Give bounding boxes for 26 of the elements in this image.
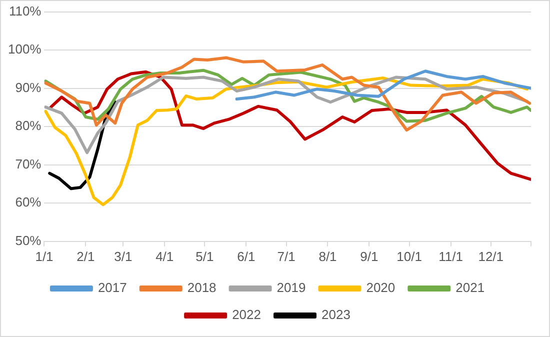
- x-tick-label: 3/1: [114, 248, 132, 264]
- x-tick-label: 5/1: [196, 248, 214, 264]
- legend-label: 2023: [322, 307, 350, 322]
- legend-label: 2021: [456, 280, 485, 296]
- x-tick-label: 1/1: [35, 248, 54, 264]
- y-tick-label: 100%: [8, 42, 42, 57]
- y-tick-label: 110%: [8, 3, 42, 18]
- x-tick-label: 8/1: [318, 248, 337, 264]
- y-tick-label: 80%: [15, 118, 42, 134]
- x-tick-label: 6/1: [237, 248, 256, 264]
- y-tick-label: 60%: [15, 194, 42, 210]
- x-tick-label: 11/1: [438, 248, 463, 264]
- legend-label: 2022: [232, 307, 261, 322]
- legend-label: 2020: [366, 280, 396, 296]
- y-tick-label: 50%: [15, 232, 42, 248]
- x-tick-label: 4/1: [156, 248, 174, 264]
- x-tick-label: 7/1: [277, 248, 296, 264]
- x-tick-label: 12/1: [478, 248, 504, 264]
- x-tick-label: 10/1: [396, 248, 422, 264]
- legend-label: 2018: [187, 280, 216, 296]
- y-tick-label: 90%: [15, 80, 42, 95]
- x-tick-label: 9/1: [360, 248, 378, 264]
- legend-label: 2019: [276, 280, 306, 296]
- x-tick-label: 2/1: [76, 248, 95, 264]
- legend-label: 2017: [98, 280, 127, 296]
- y-tick-label: 70%: [15, 156, 42, 172]
